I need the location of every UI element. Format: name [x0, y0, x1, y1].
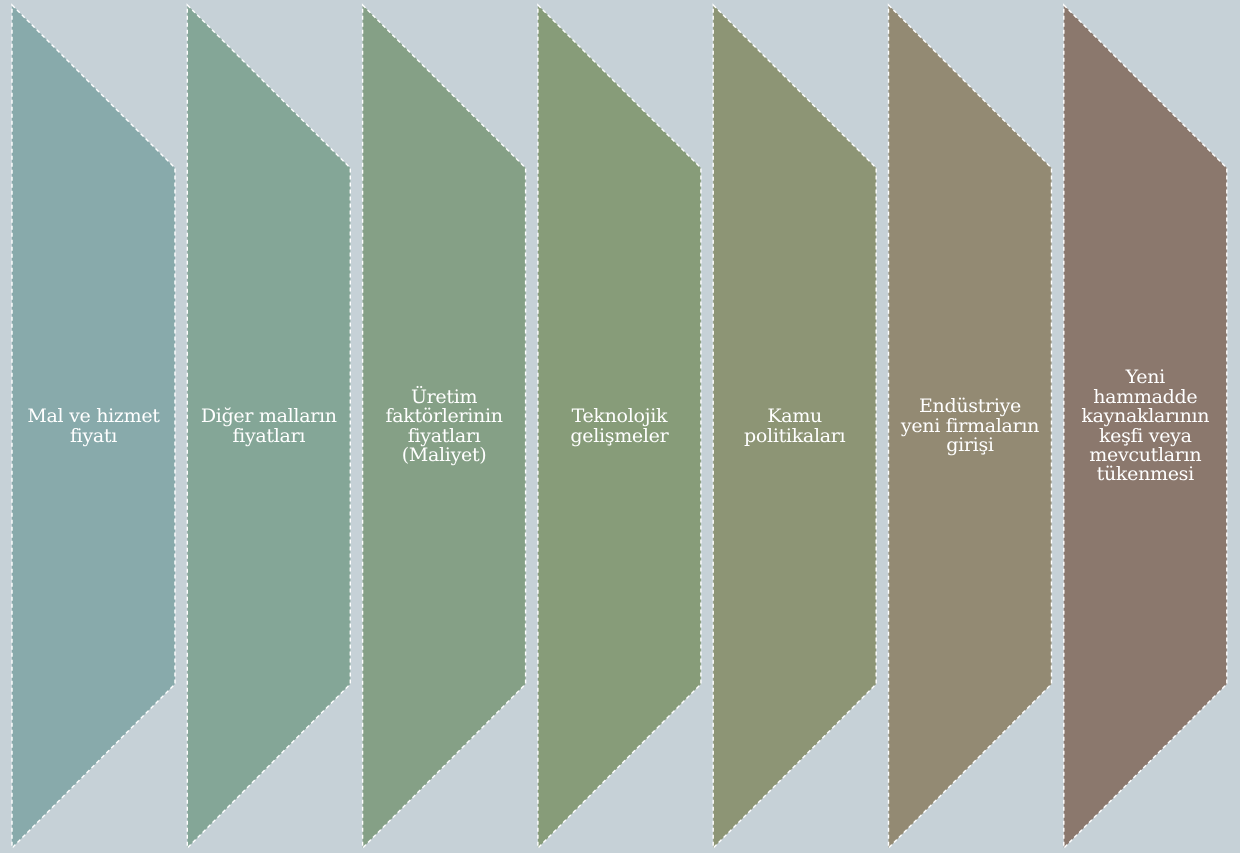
step-shape-6 [887, 3, 1053, 850]
step-shape-5 [712, 3, 877, 850]
step-shape-2 [186, 3, 351, 850]
step-shape-1 [11, 3, 176, 850]
step-shape-4 [537, 3, 702, 850]
step-shape-7 [1063, 3, 1228, 850]
step-shape-3 [361, 3, 527, 850]
